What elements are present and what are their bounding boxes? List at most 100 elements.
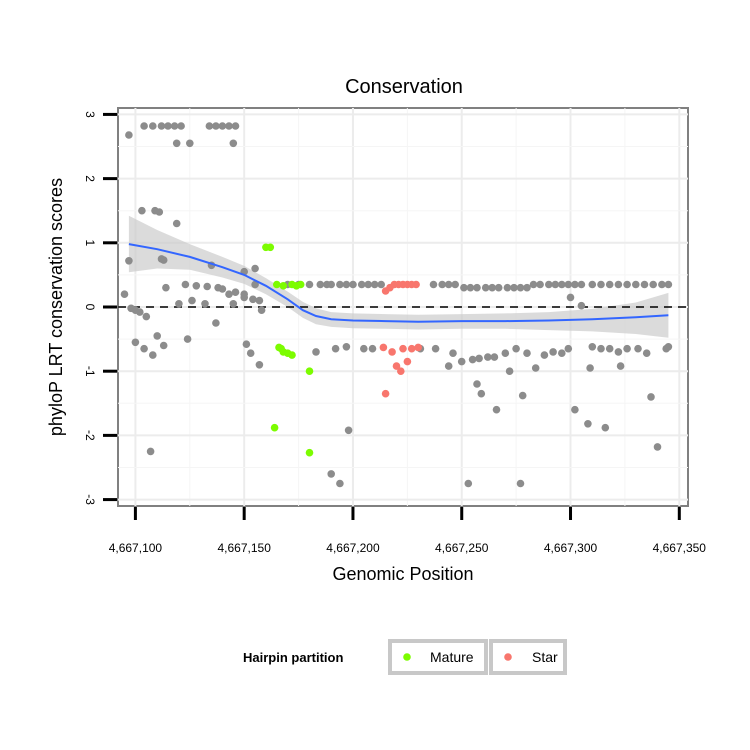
- point-other: [159, 256, 168, 264]
- point-other: [370, 280, 379, 289]
- point-other: [477, 389, 486, 398]
- y-tick-label: -2: [83, 430, 97, 441]
- point-other: [473, 283, 481, 292]
- point-other: [571, 280, 579, 289]
- legend-title: Hairpin partition: [243, 650, 343, 665]
- point-star: [399, 344, 407, 353]
- y-tick-label: 2: [83, 175, 97, 182]
- x-tick-label: 4,667,150: [217, 541, 271, 555]
- legend-label-mature: Mature: [430, 649, 474, 665]
- point-other: [183, 335, 192, 343]
- point-other: [494, 283, 503, 292]
- point-other: [523, 283, 531, 292]
- point-other: [186, 139, 194, 148]
- point-other: [640, 280, 649, 289]
- legend-dot-star: [504, 653, 512, 661]
- point-star: [412, 280, 420, 289]
- x-tick-label: 4,667,100: [109, 541, 163, 555]
- y-tick-label: -3: [83, 494, 97, 505]
- point-other: [566, 293, 575, 302]
- point-star: [397, 367, 405, 376]
- point-other: [331, 344, 340, 353]
- y-tick-label: 0: [83, 304, 97, 311]
- point-other: [438, 280, 447, 289]
- point-other: [172, 139, 181, 148]
- point-other: [584, 420, 592, 428]
- point-other: [212, 319, 220, 327]
- point-mature: [266, 243, 275, 252]
- point-other: [457, 357, 466, 366]
- point-other: [473, 380, 481, 388]
- point-other: [658, 280, 666, 289]
- point-other: [597, 280, 605, 289]
- x-tick-label: 4,667,200: [326, 541, 380, 555]
- point-star: [403, 357, 412, 366]
- point-other: [177, 122, 185, 130]
- point-other: [488, 283, 497, 292]
- point-other: [664, 343, 673, 351]
- point-other: [540, 351, 549, 359]
- point-other: [140, 344, 148, 353]
- point-other: [468, 355, 477, 364]
- point-other: [159, 341, 168, 350]
- point-other: [142, 312, 151, 321]
- point-other: [623, 344, 631, 353]
- y-tick-label: 1: [83, 239, 97, 246]
- point-other: [203, 282, 211, 291]
- point-other: [466, 283, 475, 292]
- point-other: [164, 122, 172, 130]
- point-other: [510, 283, 518, 292]
- point-other: [192, 282, 201, 290]
- point-other: [642, 349, 651, 358]
- point-other: [120, 290, 129, 299]
- point-other: [162, 283, 170, 292]
- point-other: [484, 353, 492, 361]
- legend-key-mature: [388, 639, 488, 675]
- point-other: [251, 264, 259, 273]
- point-other: [342, 280, 351, 289]
- chart-title: Conservation: [345, 76, 463, 98]
- point-other: [529, 280, 538, 289]
- point-other: [512, 344, 520, 353]
- x-tick-label: 4,667,300: [544, 541, 598, 555]
- point-other: [664, 280, 673, 289]
- x-tick-label: 4,667,350: [653, 541, 707, 555]
- point-other: [632, 280, 640, 289]
- point-other: [377, 280, 386, 289]
- point-other: [201, 300, 209, 308]
- point-other: [588, 343, 597, 351]
- point-other: [549, 348, 557, 356]
- point-other: [131, 338, 140, 347]
- point-other: [588, 280, 597, 289]
- point-other: [229, 300, 238, 308]
- point-other: [175, 300, 183, 308]
- point-other: [449, 349, 457, 358]
- point-other: [523, 349, 531, 358]
- point-other: [249, 295, 257, 304]
- point-other: [505, 367, 514, 376]
- point-other: [349, 280, 357, 289]
- point-other: [616, 362, 625, 370]
- point-other: [149, 351, 157, 359]
- point-other: [257, 306, 266, 315]
- point-star: [407, 344, 416, 353]
- point-other: [490, 353, 499, 361]
- point-other: [597, 344, 605, 353]
- point-other: [605, 280, 614, 289]
- point-other: [170, 122, 179, 130]
- point-other: [155, 208, 164, 216]
- point-other: [125, 257, 133, 265]
- point-other: [518, 391, 527, 400]
- x-axis: 4,667,100 4,667,150 4,667,200 4,667,250 4,66…: [109, 507, 707, 555]
- y-tick-label: 3: [83, 111, 97, 118]
- y-tick-label: -1: [83, 366, 97, 377]
- point-other: [218, 285, 227, 293]
- point-other: [149, 122, 157, 130]
- point-other: [157, 122, 166, 130]
- y-axis: -3 -2 -1 0 1 2 3: [83, 111, 117, 505]
- point-other: [312, 348, 320, 356]
- point-other: [136, 308, 144, 316]
- point-other: [212, 122, 220, 130]
- point-other: [153, 332, 161, 340]
